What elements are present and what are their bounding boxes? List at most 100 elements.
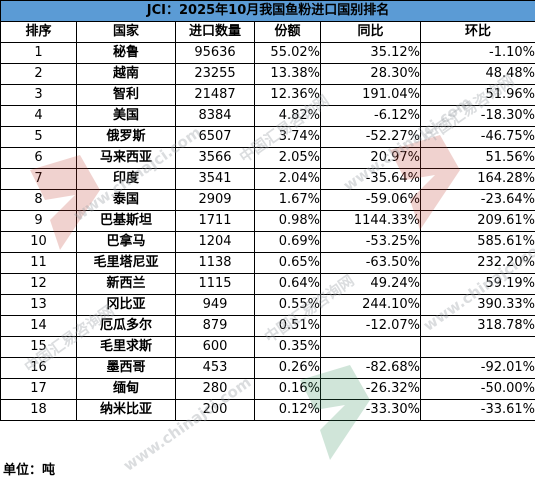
row-yoy: -82.68% [320,357,421,379]
row-quantity: 3566 [175,147,255,169]
row-yoy: -63.50% [320,252,421,274]
row-rank: 10 [0,231,77,253]
row-country: 秘鲁 [76,42,176,64]
table-row: 5 俄罗斯 6507 3.74% -52.27% -46.75% [0,126,535,148]
row-share: 0.16% [254,378,321,400]
row-rank: 14 [0,315,77,337]
row-mom: -50.00% [419,378,535,400]
table-row: 3 智利 21487 12.36% 191.04% 51.96% [0,84,535,106]
table-title: JCI：2025年10月我国鱼粉进口国别排名 [0,0,535,22]
row-mom: 232.20% [419,252,535,274]
row-share: 0.69% [254,231,321,253]
row-yoy: 244.10% [320,294,421,316]
row-yoy: 35.12% [320,42,421,64]
row-quantity: 453 [175,357,255,379]
row-country: 墨西哥 [76,357,176,379]
table-row: 6 马来西亚 3566 2.05% 20.97% 51.56% [0,147,535,169]
table-row: 14 厄瓜多尔 879 0.51% -12.07% 318.78% [0,315,535,337]
row-quantity: 23255 [175,63,255,85]
import-ranking-table: JCI：2025年10月我国鱼粉进口国别排名 排序 国家 进口数量 份额 同比 … [0,0,535,421]
row-yoy: -26.32% [320,378,421,400]
row-mom: 585.61% [419,231,535,253]
row-country: 缅甸 [76,378,176,400]
row-yoy: 1144.33% [320,210,421,232]
row-mom: 51.56% [419,147,535,169]
row-rank: 4 [0,105,77,127]
table-row: 17 缅甸 280 0.16% -26.32% -50.00% [0,378,535,400]
row-share: 55.02% [254,42,321,64]
row-rank: 7 [0,168,77,190]
row-rank: 15 [0,336,77,358]
row-country: 冈比亚 [76,294,176,316]
row-share: 13.38% [254,63,321,85]
row-country: 美国 [76,105,176,127]
row-mom: 318.78% [419,315,535,337]
row-mom: 390.33% [419,294,535,316]
header-row: 排序 国家 进口数量 份额 同比 环比 [0,21,535,43]
row-mom: 59.19% [419,273,535,295]
row-yoy: -6.12% [320,105,421,127]
table-row: 4 美国 8384 4.82% -6.12% -18.30% [0,105,535,127]
row-quantity: 1138 [175,252,255,274]
row-share: 4.82% [254,105,321,127]
row-quantity: 95636 [175,42,255,64]
row-share: 3.74% [254,126,321,148]
table-row: 9 巴基斯坦 1711 0.98% 1144.33% 209.61% [0,210,535,232]
table-row: 7 印度 3541 2.04% -35.64% 164.28% [0,168,535,190]
row-yoy: -35.64% [320,168,421,190]
row-share: 0.26% [254,357,321,379]
row-rank: 3 [0,84,77,106]
row-mom: 48.48% [419,63,535,85]
table-row: 18 纳米比亚 200 0.12% -33.30% -33.61% [0,399,535,421]
row-share: 1.67% [254,189,321,211]
row-share: 0.65% [254,252,321,274]
row-country: 泰国 [76,189,176,211]
row-yoy: -52.27% [320,126,421,148]
row-rank: 2 [0,63,77,85]
row-country: 新西兰 [76,273,176,295]
header-rank: 排序 [0,21,77,43]
row-share: 2.04% [254,168,321,190]
row-share: 0.12% [254,399,321,421]
row-quantity: 200 [175,399,255,421]
row-country: 俄罗斯 [76,126,176,148]
row-yoy: 28.30% [320,63,421,85]
header-share: 份额 [254,21,321,43]
row-rank: 9 [0,210,77,232]
row-mom: -1.10% [419,42,535,64]
table-row: 10 巴拿马 1204 0.69% -53.25% 585.61% [0,231,535,253]
row-share: 0.35% [254,336,321,358]
row-mom: 51.96% [419,84,535,106]
row-quantity: 1115 [175,273,255,295]
row-quantity: 3541 [175,168,255,190]
row-rank: 5 [0,126,77,148]
row-country: 智利 [76,84,176,106]
row-country: 印度 [76,168,176,190]
row-quantity: 6507 [175,126,255,148]
row-mom [419,336,535,358]
table-row: 12 新西兰 1115 0.64% 49.24% 59.19% [0,273,535,295]
row-rank: 6 [0,147,77,169]
row-rank: 16 [0,357,77,379]
row-mom: -33.61% [419,399,535,421]
row-rank: 8 [0,189,77,211]
table-row: 13 冈比亚 949 0.55% 244.10% 390.33% [0,294,535,316]
row-quantity: 8384 [175,105,255,127]
row-quantity: 1711 [175,210,255,232]
row-country: 毛里求斯 [76,336,176,358]
table-row: 16 墨西哥 453 0.26% -82.68% -92.01% [0,357,535,379]
row-mom: 209.61% [419,210,535,232]
row-quantity: 600 [175,336,255,358]
row-country: 纳米比亚 [76,399,176,421]
table-body: 1 秘鲁 95636 55.02% 35.12% -1.10% 2 越南 23255 13.38%… [0,42,535,421]
row-share: 0.64% [254,273,321,295]
row-yoy: 49.24% [320,273,421,295]
row-share: 0.55% [254,294,321,316]
row-country: 毛里塔尼亚 [76,252,176,274]
row-quantity: 21487 [175,84,255,106]
row-share: 0.98% [254,210,321,232]
row-yoy: -53.25% [320,231,421,253]
unit-label: 单位：吨 [3,463,56,478]
row-share: 12.36% [254,84,321,106]
